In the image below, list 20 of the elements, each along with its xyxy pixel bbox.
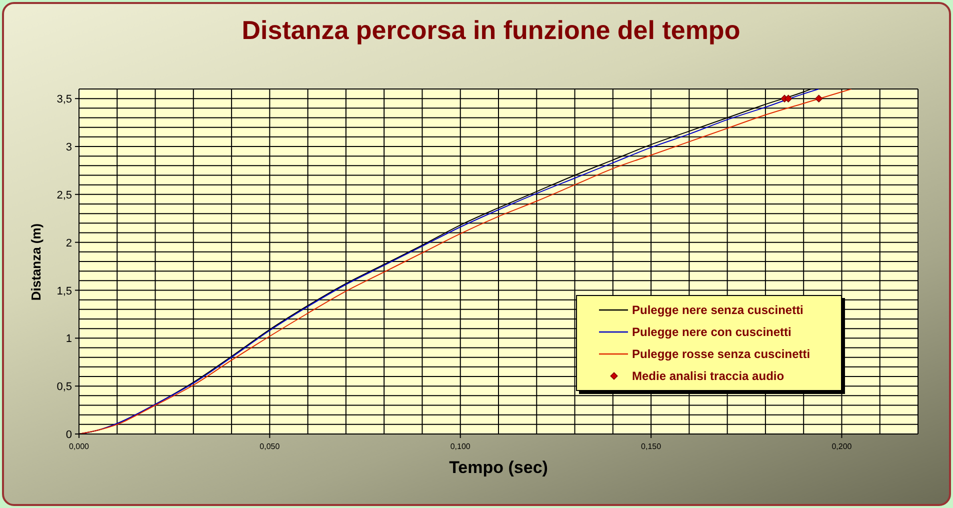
x-tick-label: 0,200 — [832, 442, 852, 451]
x-tick-label: 0,050 — [260, 442, 280, 451]
x-axis-title: Tempo (sec) — [448, 458, 549, 478]
chart-title: Distanza percorsa in funzione del tempo — [240, 15, 742, 46]
y-tick-label: 3,5 — [56, 94, 72, 106]
legend-label: Medie analisi traccia audio — [632, 369, 784, 383]
y-tick-label: 0 — [66, 429, 72, 441]
x-tick-label: 0,000 — [68, 442, 90, 451]
legend-label: Pulegge nere con cuscinetti — [632, 325, 792, 339]
y-tick-label: 1 — [66, 333, 72, 346]
y-tick-label: 1,5 — [56, 285, 72, 298]
y-tick-label: 0,5 — [56, 381, 72, 394]
y-tick-label: 3 — [66, 142, 72, 154]
x-tick-label: 0,100 — [450, 442, 471, 451]
y-tick-label: 2 — [66, 237, 72, 250]
y-tick-label: 2,5 — [56, 189, 72, 202]
legend-label: Pulegge rosse senza cuscinetti — [632, 347, 810, 361]
x-tick-label: 0,150 — [641, 442, 662, 451]
legend-label: Pulegge nere senza cuscinetti — [632, 303, 804, 317]
y-axis-title: Distanza (m) — [28, 222, 44, 300]
